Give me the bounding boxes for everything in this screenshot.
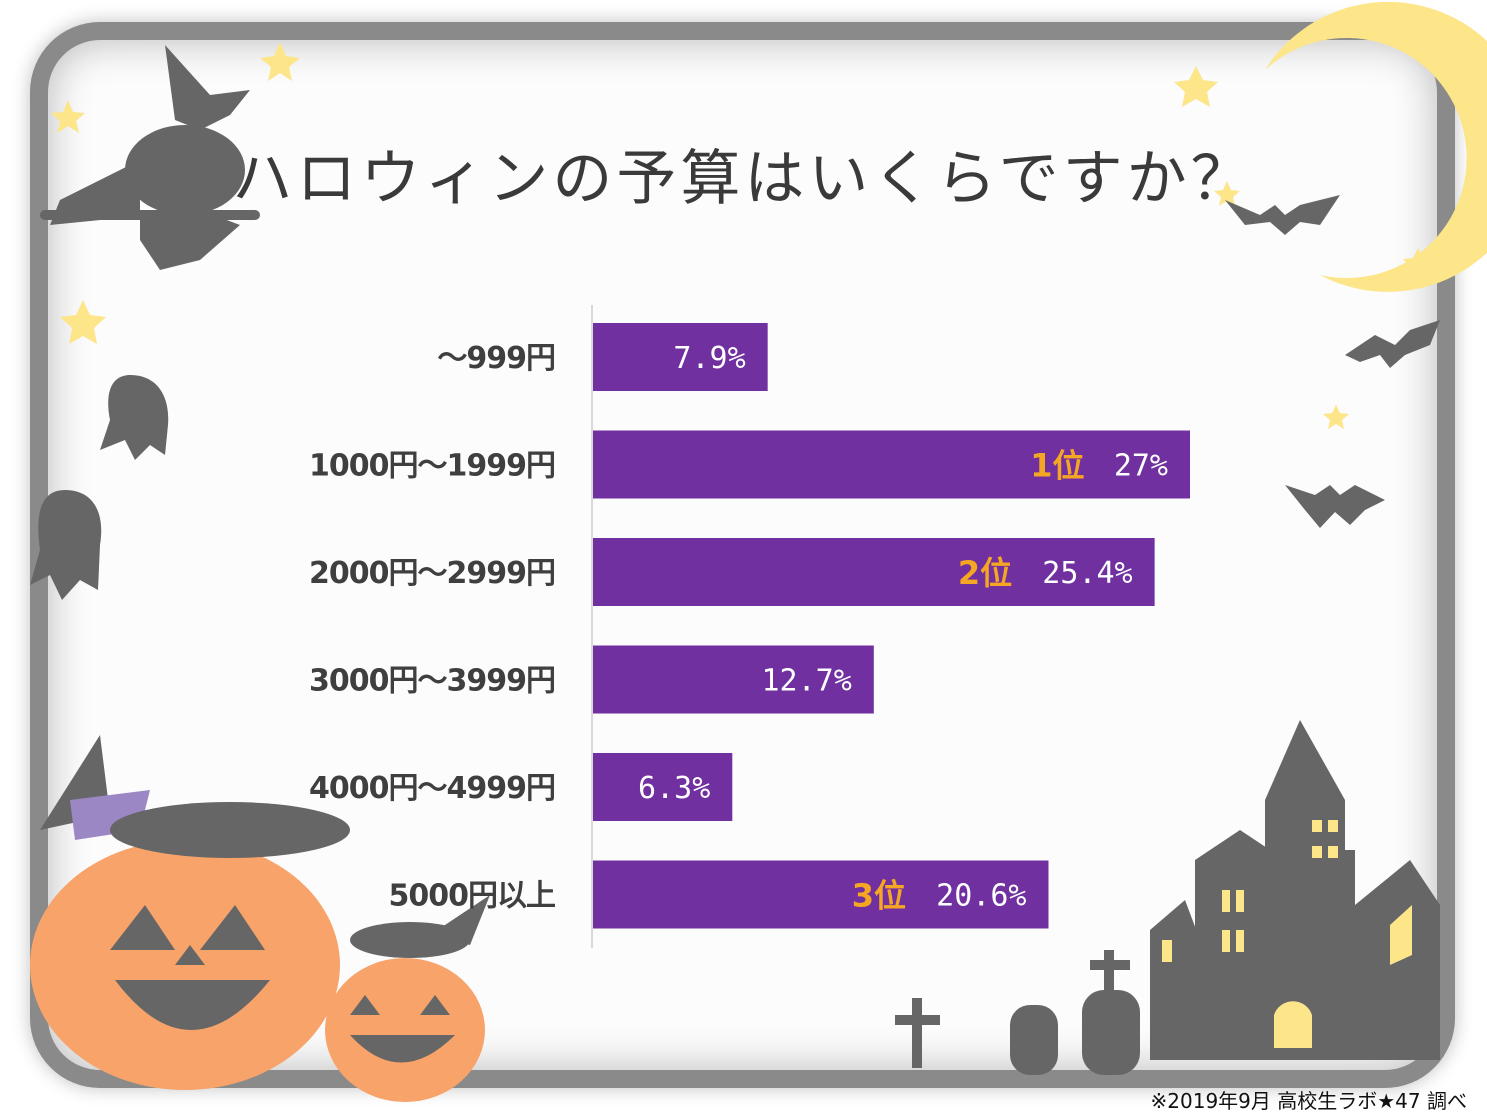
bat-icon [1285,485,1385,528]
source-note: ※2019年9月 高校生ラボ★47 調べ [1150,1089,1467,1113]
bar [593,645,874,714]
castle-icon [1150,720,1440,1060]
ghost-icon [30,490,102,600]
small-pumpkin-icon [325,895,490,1102]
category-label: 〜999円 [437,341,555,376]
moon-icon [1265,1,1487,292]
tombstone-icon [1010,1005,1058,1075]
bar [593,753,733,821]
value-label: 25.4% [1042,556,1132,591]
category-label: 1000円〜1999円 [309,449,555,484]
rank-label: 2位 [958,554,1012,592]
bat-icon [1225,195,1340,235]
category-label: 5000円以上 [389,879,556,914]
witch-icon [40,45,260,270]
star-icon [60,300,106,344]
star-icon [260,42,300,81]
star-icon [1403,248,1433,276]
star-icon [51,100,85,133]
category-label: 2000円〜2999円 [309,556,555,591]
chart-title: ハロウィンの予算はいくらですか？ [232,144,1255,214]
bar [593,860,1049,929]
value-label: 27% [1114,449,1168,484]
category-label: 3000円〜3999円 [309,664,555,699]
bar [593,538,1155,606]
bar [593,430,1190,499]
value-label: 12.7% [761,664,851,699]
bat-icon [1345,320,1440,368]
value-label: 6.3% [638,771,710,806]
value-label: 20.6% [936,879,1026,914]
star-icon [1323,405,1349,429]
rank-label: 1位 [1030,447,1084,485]
category-label: 4000円〜4999円 [309,771,555,806]
bar [593,323,768,391]
cross-icon [912,998,922,1068]
value-label: 7.9% [673,341,745,376]
tombstone-icon [1082,990,1140,1075]
star-icon [1174,66,1218,107]
pumpkin-icon [30,735,350,1090]
ghost-icon [100,375,169,460]
rank-label: 3位 [852,877,906,915]
star-icon [1214,181,1240,206]
